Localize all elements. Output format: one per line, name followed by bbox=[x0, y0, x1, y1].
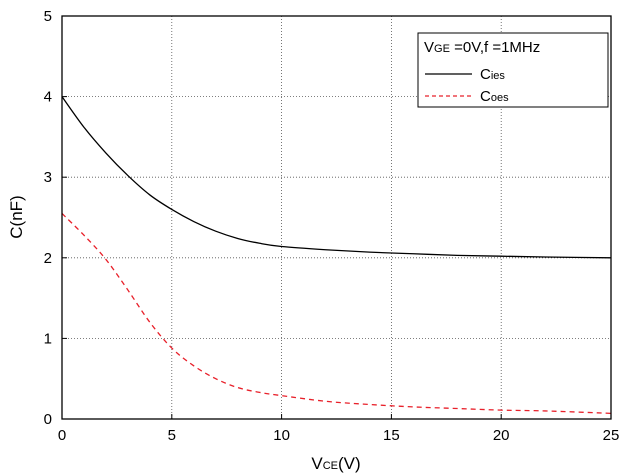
x-tick-label: 15 bbox=[383, 427, 400, 444]
axis-ticks: 0 5 10 15 20 25 0 1 2 3 4 5 bbox=[44, 8, 620, 444]
series-line-cies bbox=[61, 96, 612, 259]
x-axis-label: VCE(V) bbox=[311, 454, 360, 473]
y-tick-label: 3 bbox=[44, 169, 52, 186]
x-tick-label: 25 bbox=[603, 427, 620, 444]
legend-box bbox=[417, 32, 609, 108]
x-tick-label: 10 bbox=[273, 427, 290, 444]
x-tick-label: 20 bbox=[493, 427, 510, 444]
legend-title: VGE =0V,f =1MHz bbox=[424, 39, 540, 56]
y-tick-label: 1 bbox=[44, 330, 52, 347]
y-tick-label: 2 bbox=[44, 250, 52, 267]
y-axis-label: C(nF) bbox=[7, 195, 26, 238]
y-tick-label: 4 bbox=[44, 89, 52, 106]
legend-label-cies: Cies bbox=[480, 66, 505, 83]
x-tick-label: 0 bbox=[58, 427, 66, 444]
y-tick-label: 0 bbox=[44, 411, 52, 428]
legend-label-coes: Coes bbox=[480, 88, 509, 105]
plot-frame bbox=[61, 15, 612, 420]
x-tick-label: 5 bbox=[168, 427, 176, 444]
gridlines bbox=[62, 16, 611, 419]
series-line-coes bbox=[61, 213, 612, 415]
y-tick-label: 5 bbox=[44, 8, 52, 25]
series-layer bbox=[61, 96, 612, 415]
legend: VGE =0V,f =1MHz Cies Coes bbox=[417, 32, 609, 108]
